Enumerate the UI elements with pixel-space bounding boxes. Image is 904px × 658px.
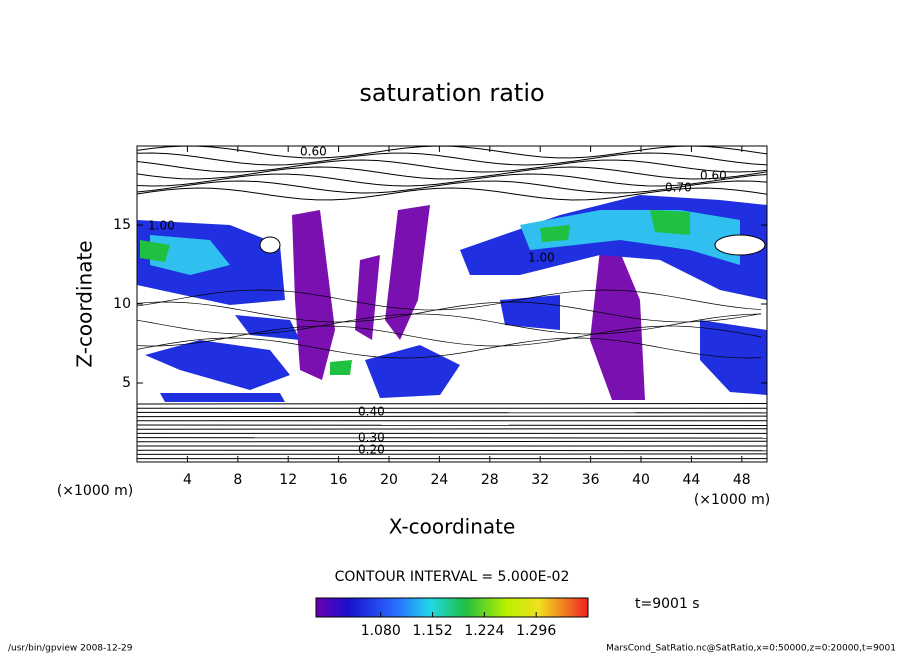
x-unit-label: (×1000 m): [694, 492, 770, 508]
x-tick-label: 4: [183, 472, 192, 488]
x-tick-label: 36: [582, 472, 600, 488]
chart-title: saturation ratio: [359, 79, 544, 107]
isoline: [137, 449, 767, 452]
y-unit-label: (×1000 m): [57, 483, 133, 499]
x-tick-label: 12: [279, 472, 297, 488]
contour-interval: CONTOUR INTERVAL = 5.000E-02: [335, 569, 570, 585]
x-tick-label: 24: [430, 472, 448, 488]
colorbar-tick-label: 1.224: [464, 623, 504, 639]
field: [137, 146, 767, 460]
y-tick-label: 5: [122, 375, 131, 391]
colorbar: [315, 597, 589, 618]
contour-label: 1.00: [528, 251, 555, 265]
x-axis-label: X-coordinate: [389, 515, 516, 539]
isoline: [137, 187, 767, 201]
contour-label: 0.20: [358, 443, 385, 457]
isoline: [137, 403, 767, 405]
field-holes: [259, 234, 766, 256]
x-tick-label: 44: [682, 472, 700, 488]
footer-right: MarsCond_SatRatio.nc@SatRatio,x=0:50000,…: [606, 644, 896, 654]
x-tick-label: 28: [481, 472, 499, 488]
isoline: [137, 166, 767, 180]
y-tick-label: 10: [113, 296, 131, 312]
y-tick-label: 15: [113, 217, 131, 233]
isoline: [137, 411, 767, 414]
isoline: [137, 180, 767, 194]
colorbar-tick-label: 1.296: [516, 623, 556, 639]
isoline: [137, 415, 767, 418]
footer-left: /usr/bin/gpview 2008-12-29: [8, 644, 133, 654]
isoline: [137, 337, 762, 359]
isoline: [137, 313, 762, 335]
isoline: [137, 159, 767, 173]
isoline: [137, 289, 762, 311]
colorbar-tick-label: 1.152: [413, 623, 453, 639]
contour-label: 0.40: [358, 405, 385, 419]
contour-label: 1.00: [148, 219, 175, 233]
isoline: [137, 152, 767, 166]
contour-label: 0.30: [358, 431, 385, 445]
isoline: [137, 453, 767, 455]
x-tick-label: 16: [330, 472, 348, 488]
contour-label: 0.60: [700, 169, 727, 183]
contour-lines: [137, 146, 767, 460]
y-axis-label: Z-coordinate: [73, 240, 97, 367]
isoline: [137, 440, 767, 443]
isoline: [137, 301, 762, 323]
x-tick-label: 20: [380, 472, 398, 488]
isoline: [137, 437, 767, 439]
isoline: [137, 424, 767, 426]
x-tick-label: 40: [632, 472, 650, 488]
contour-label: 0.60: [300, 145, 327, 159]
isoline: [137, 146, 767, 159]
x-tick-label: 8: [233, 472, 242, 488]
isoline: [137, 173, 767, 187]
isoline: [137, 428, 767, 430]
x-tick-label: 32: [531, 472, 549, 488]
isoline: [137, 325, 762, 347]
time-label: t=9001 s: [635, 596, 700, 612]
field-green: [140, 210, 690, 375]
contour-label: 0.70: [665, 181, 692, 195]
colorbar-tick-label: 1.080: [361, 623, 401, 639]
field-purple: [292, 205, 645, 400]
x-tick-label: 48: [733, 472, 751, 488]
